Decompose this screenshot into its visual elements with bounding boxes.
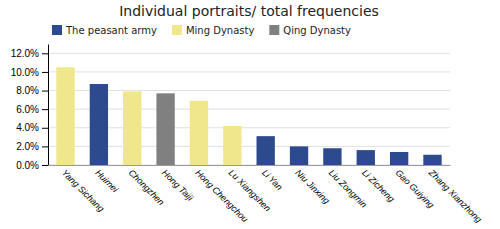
y-tick-label: 12.0%	[11, 48, 39, 59]
legend-item: Qing Dynasty	[269, 25, 351, 36]
y-tick: 12.0%	[11, 48, 48, 59]
legend: The peasant army Ming Dynasty Qing Dynasty	[52, 25, 351, 36]
x-tick-label: Zhang Xianzhong	[426, 167, 484, 225]
y-tick-mark	[42, 146, 48, 147]
legend-item: Ming Dynasty	[172, 25, 254, 36]
bars	[56, 67, 441, 165]
y-tick-mark	[42, 72, 48, 73]
legend-label: The peasant army	[65, 25, 157, 36]
bar	[390, 152, 408, 165]
grid-line	[48, 53, 450, 54]
x-tick: Li Zicheng	[360, 168, 396, 204]
grid-line	[48, 146, 450, 147]
legend-item: The peasant army	[52, 25, 157, 36]
grid	[48, 53, 450, 165]
bar	[423, 155, 441, 165]
grid-line	[48, 127, 450, 128]
x-tick-label: Huimei	[93, 168, 121, 196]
bar	[123, 91, 141, 165]
legend-swatch	[269, 25, 279, 35]
bar	[56, 67, 74, 165]
x-tick-label: Hong Taiji	[160, 168, 196, 204]
bar	[223, 126, 241, 165]
y-tick-label: 4.0%	[16, 122, 39, 133]
y-axis: 0.0% 2.0% 4.0% 6.0% 8.0% 10.0% 12.0%	[11, 45, 49, 171]
x-tick: Hong Taiji	[160, 168, 196, 204]
bar	[323, 148, 341, 165]
y-tick-mark	[42, 165, 48, 166]
plot: 0.0% 2.0% 4.0% 6.0% 8.0% 10.0% 12.0% Yang Sicha…	[11, 45, 484, 225]
y-tick: 4.0%	[16, 122, 48, 133]
title: Individual portraits/ total frequencies	[119, 3, 379, 19]
x-tick: Zhang Xianzhong	[426, 167, 484, 225]
x-tick-label: Niu Jinxing	[293, 168, 331, 206]
x-tick-label: Li Zicheng	[360, 168, 396, 204]
y-tick: 8.0%	[16, 85, 48, 96]
x-tick: Li Yan	[260, 168, 285, 193]
grid-line	[48, 90, 450, 91]
y-tick: 0.0%	[16, 160, 48, 171]
legend-swatch	[172, 25, 182, 35]
x-axis: Yang SichangHuimeiChongzhenHong TaijiHon…	[49, 166, 484, 225]
y-tick: 6.0%	[16, 104, 48, 115]
bar	[357, 150, 375, 165]
bar	[156, 93, 174, 165]
y-axis-line	[48, 45, 49, 166]
y-tick-mark	[42, 53, 48, 54]
legend-label: Qing Dynasty	[283, 25, 351, 36]
y-tick-mark	[42, 91, 48, 92]
grid-line	[48, 71, 450, 72]
grid-line	[48, 165, 450, 166]
legend-label: Ming Dynasty	[186, 25, 254, 36]
legend-swatch	[52, 25, 62, 35]
chart: 0.0% 2.0% 4.0% 6.0% 8.0% 10.0% 12.0% Yang Sicha…	[0, 0, 500, 229]
y-tick-label: 0.0%	[16, 160, 39, 171]
y-tick: 2.0%	[16, 141, 48, 152]
y-tick-label: 6.0%	[16, 104, 39, 115]
y-tick-label: 2.0%	[16, 141, 39, 152]
y-tick-mark	[42, 109, 48, 110]
x-tick: Niu Jinxing	[293, 168, 331, 206]
bar	[257, 136, 275, 165]
x-axis-line	[49, 165, 451, 166]
bar	[290, 146, 308, 165]
y-tick: 10.0%	[11, 67, 48, 78]
x-tick-label: Li Yan	[260, 168, 285, 193]
y-tick-mark	[42, 128, 48, 129]
bar	[190, 101, 208, 165]
bar	[90, 84, 108, 165]
x-tick: Huimei	[93, 168, 121, 196]
grid-line	[48, 109, 450, 110]
y-tick-label: 10.0%	[11, 67, 39, 78]
y-tick-label: 8.0%	[16, 85, 39, 96]
